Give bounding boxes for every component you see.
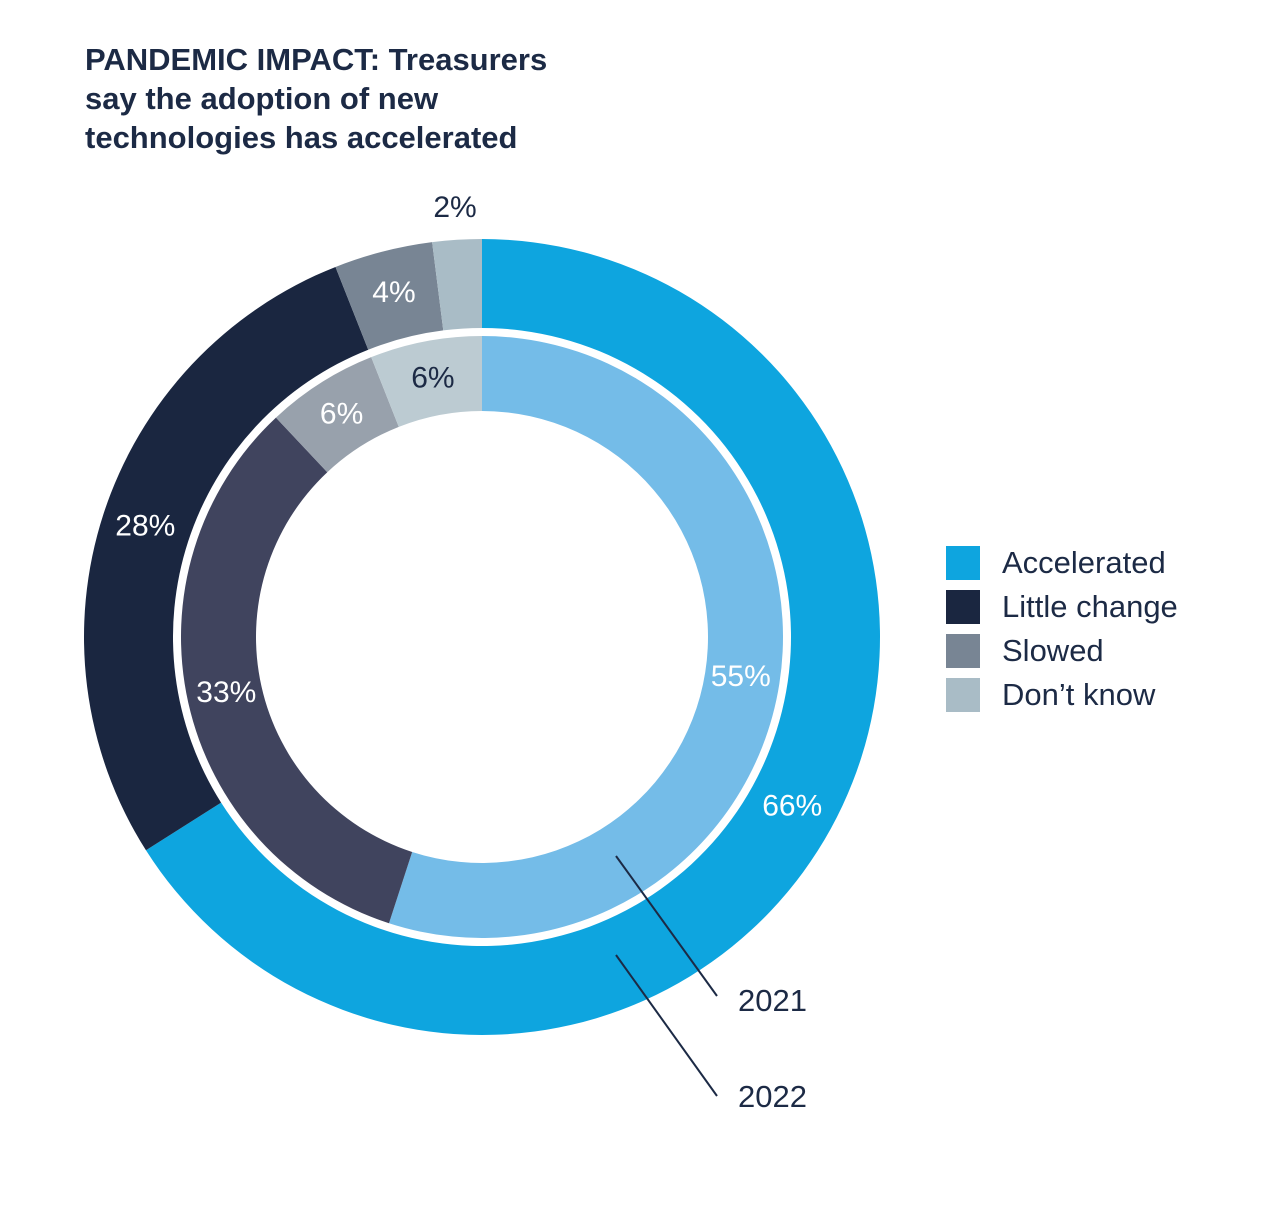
legend-label-slowed: Slowed (1002, 633, 1104, 668)
legend-swatch-slowed (946, 634, 980, 668)
value-label-2021-slowed: 6% (320, 398, 363, 431)
legend-item-dont-know: Don’t know (946, 673, 1178, 717)
value-label-2021-little-change: 33% (196, 676, 256, 709)
slice-2022-little-change (83, 266, 369, 851)
legend: Accelerated Little change Slowed Don’t k… (946, 541, 1178, 717)
leader-line-2021 (615, 855, 718, 997)
value-label-2021-don-t-know: 6% (411, 362, 454, 395)
ring-label-2021: 2021 (738, 983, 807, 1018)
slice-2021-slowed (275, 357, 399, 473)
chart-title: PANDEMIC IMPACT: Treasurers say the adop… (85, 40, 605, 157)
title-line-2: say the adoption of new (85, 81, 439, 116)
legend-label-little-change: Little change (1002, 589, 1178, 624)
slice-2022-don-t-know (432, 239, 482, 331)
legend-swatch-accelerated (946, 546, 980, 580)
legend-label-dont-know: Don’t know (1002, 677, 1156, 712)
slice-2021-accelerated (388, 336, 783, 938)
legend-swatch-little-change (946, 590, 980, 624)
legend-label-accelerated: Accelerated (1002, 545, 1166, 580)
value-label-2022-don-t-know: 2% (433, 191, 476, 224)
legend-item-accelerated: Accelerated (946, 541, 1178, 585)
slice-2021-little-change (180, 417, 413, 924)
ring-label-2022: 2022 (738, 1079, 807, 1114)
leader-line-2022 (615, 954, 718, 1097)
slice-2022-slowed (335, 242, 444, 350)
legend-item-little-change: Little change (946, 585, 1178, 629)
slice-2021-don-t-know (371, 336, 482, 427)
legend-item-slowed: Slowed (946, 629, 1178, 673)
value-label-2022-slowed: 4% (372, 276, 415, 309)
value-label-2022-little-change: 28% (115, 510, 175, 543)
legend-swatch-dont-know (946, 678, 980, 712)
title-line-1: PANDEMIC IMPACT: Treasurers (85, 42, 548, 77)
title-line-3: technologies has accelerated (85, 120, 518, 155)
value-label-2022-accelerated: 66% (762, 789, 822, 822)
ring-separator (173, 328, 791, 946)
value-label-2021-accelerated: 55% (711, 660, 771, 693)
